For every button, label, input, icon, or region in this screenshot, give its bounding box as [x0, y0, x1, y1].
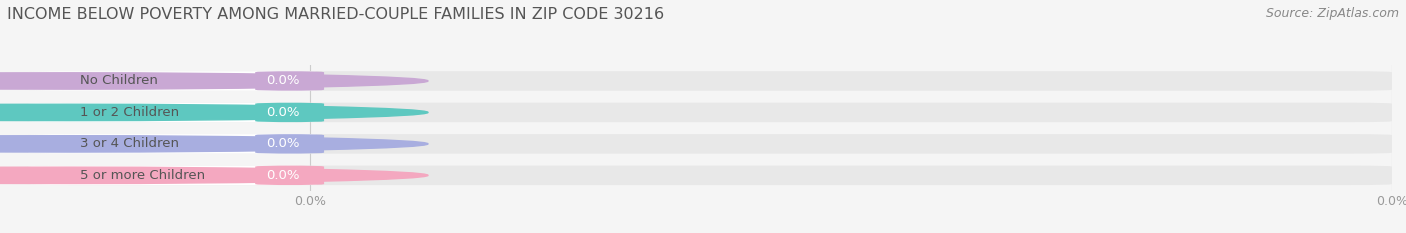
Circle shape [0, 104, 427, 121]
FancyBboxPatch shape [28, 134, 1392, 154]
FancyBboxPatch shape [256, 134, 323, 154]
Circle shape [0, 136, 427, 152]
Text: No Children: No Children [80, 75, 157, 87]
Text: INCOME BELOW POVERTY AMONG MARRIED-COUPLE FAMILIES IN ZIP CODE 30216: INCOME BELOW POVERTY AMONG MARRIED-COUPL… [7, 7, 664, 22]
FancyBboxPatch shape [256, 71, 323, 91]
Text: 0.0%: 0.0% [266, 169, 299, 182]
FancyBboxPatch shape [28, 103, 1392, 122]
FancyBboxPatch shape [28, 71, 318, 91]
FancyBboxPatch shape [28, 71, 1392, 91]
Text: 5 or more Children: 5 or more Children [80, 169, 205, 182]
Text: 0.0%: 0.0% [266, 75, 299, 87]
FancyBboxPatch shape [28, 103, 318, 122]
Text: 1 or 2 Children: 1 or 2 Children [80, 106, 180, 119]
Circle shape [0, 73, 427, 89]
Circle shape [0, 167, 427, 184]
FancyBboxPatch shape [28, 166, 1392, 185]
FancyBboxPatch shape [28, 166, 318, 185]
Text: 3 or 4 Children: 3 or 4 Children [80, 137, 179, 150]
Text: 0.0%: 0.0% [266, 137, 299, 150]
FancyBboxPatch shape [256, 103, 323, 122]
Text: Source: ZipAtlas.com: Source: ZipAtlas.com [1265, 7, 1399, 20]
FancyBboxPatch shape [256, 166, 323, 185]
FancyBboxPatch shape [28, 134, 318, 154]
Text: 0.0%: 0.0% [266, 106, 299, 119]
